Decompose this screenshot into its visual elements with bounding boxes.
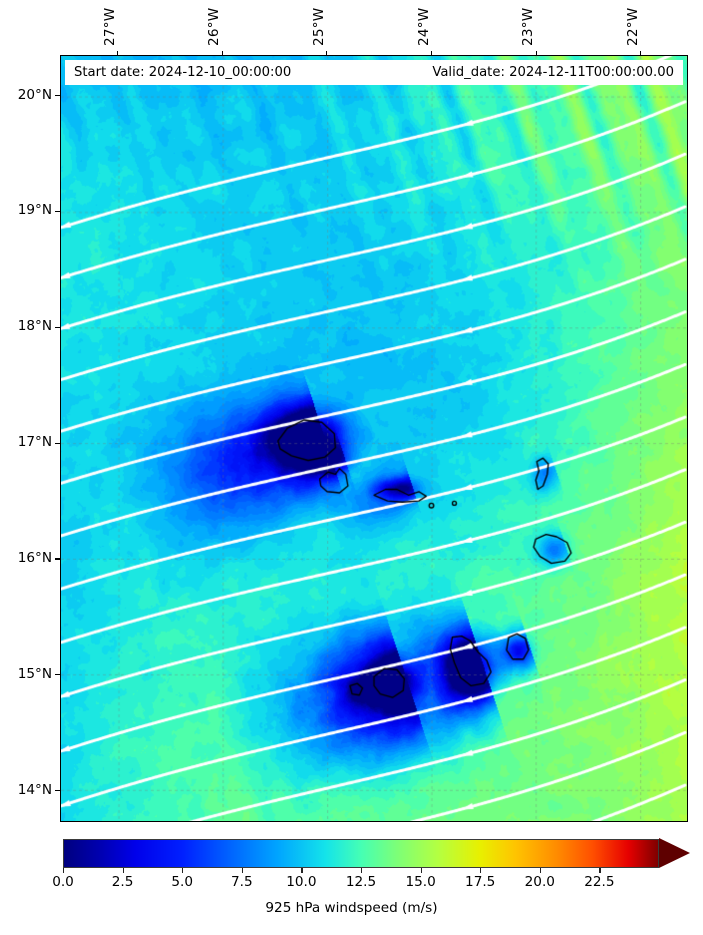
y-tick-mark bbox=[55, 442, 60, 444]
colorbar-title: 925 hPa windspeed (m/s) bbox=[265, 900, 438, 916]
colorbar-tick-label: 20.0 bbox=[524, 874, 555, 890]
colorbar-tick-label: 22.5 bbox=[584, 874, 615, 890]
map-plot-area[interactable] bbox=[60, 55, 688, 822]
colorbar-tick-label: 5.0 bbox=[171, 874, 193, 890]
colorbar-tick-mark bbox=[539, 868, 541, 873]
x-tick-mark bbox=[535, 51, 537, 55]
colorbar-tick-label: 2.5 bbox=[111, 874, 134, 890]
y-tick-label: 15°N bbox=[17, 665, 52, 682]
date-title-bar: Start date: 2024-12-10_00:00:00 Valid_da… bbox=[65, 60, 683, 85]
y-tick-mark bbox=[55, 790, 60, 792]
y-tick-label: 18°N bbox=[17, 318, 52, 335]
y-tick-label: 17°N bbox=[17, 434, 52, 451]
colorbar-gradient bbox=[63, 839, 659, 868]
colorbar-tick-label: 10.0 bbox=[286, 874, 317, 890]
windspeed-heatmap bbox=[61, 56, 687, 821]
colorbar-tick-label: 12.5 bbox=[345, 874, 377, 890]
colorbar-tick-mark bbox=[480, 868, 482, 873]
y-tick-label: 19°N bbox=[17, 202, 52, 219]
colorbar-tick-mark bbox=[241, 868, 243, 873]
x-tick-mark bbox=[221, 51, 223, 55]
x-tick-mark bbox=[117, 51, 119, 55]
x-tick-mark bbox=[431, 51, 433, 55]
x-tick-label: 25°W bbox=[310, 7, 327, 46]
y-tick-mark bbox=[55, 558, 60, 560]
colorbar-tick-label: 17.5 bbox=[465, 874, 496, 890]
x-tick-label: 22°W bbox=[624, 7, 641, 46]
y-tick-mark bbox=[55, 95, 60, 97]
y-tick-mark bbox=[55, 326, 60, 328]
y-tick-label: 14°N bbox=[17, 781, 52, 798]
colorbar-tick-mark bbox=[63, 868, 65, 873]
colorbar[interactable] bbox=[63, 838, 690, 868]
start-date-label: Start date: 2024-12-10_00:00:00 bbox=[74, 65, 292, 80]
x-tick-label: 26°W bbox=[206, 7, 223, 46]
colorbar-tick-mark bbox=[301, 868, 303, 873]
colorbar-tick-mark bbox=[182, 868, 184, 873]
x-tick-label: 27°W bbox=[101, 7, 118, 46]
colorbar-tick-mark bbox=[122, 868, 124, 873]
y-tick-mark bbox=[55, 210, 60, 212]
colorbar-tick-label: 7.5 bbox=[230, 874, 253, 890]
colorbar-tick-mark bbox=[361, 868, 363, 873]
colorbar-tick-mark bbox=[420, 868, 422, 873]
x-tick-mark bbox=[326, 51, 328, 55]
x-tick-label: 23°W bbox=[520, 7, 537, 46]
colorbar-tick-label: 0.0 bbox=[52, 874, 74, 890]
valid-date-label: Valid_date: 2024-12-11T00:00:00.00 bbox=[432, 65, 674, 80]
colorbar-tick-mark bbox=[599, 868, 601, 873]
colorbar-tick-label: 15.0 bbox=[405, 874, 436, 890]
colorbar-extend-arrow bbox=[659, 838, 690, 868]
y-tick-label: 16°N bbox=[17, 549, 52, 566]
y-tick-label: 20°N bbox=[17, 86, 52, 103]
y-tick-mark bbox=[55, 674, 60, 676]
x-tick-mark bbox=[640, 51, 642, 55]
x-tick-label: 24°W bbox=[415, 7, 432, 46]
